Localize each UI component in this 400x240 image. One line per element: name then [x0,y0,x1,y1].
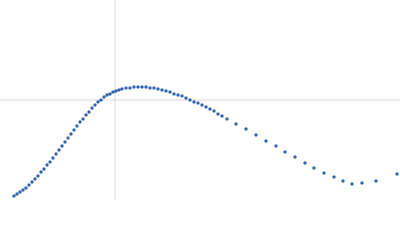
point [140,85,144,89]
point [264,139,268,143]
point [350,182,354,186]
point [360,181,364,185]
point [105,93,109,97]
point [81,117,85,121]
point [78,120,82,124]
point [216,112,220,116]
point [99,98,103,102]
point [36,174,40,178]
point [156,87,160,91]
point [164,89,168,93]
point [212,109,216,113]
point [200,103,204,107]
point [15,192,19,196]
point [144,85,148,89]
point [48,160,52,164]
point [172,92,176,96]
point [176,93,180,97]
point [54,152,58,156]
point [303,161,307,165]
point [374,179,378,183]
point [93,103,97,107]
point [341,179,345,183]
point [244,127,248,131]
point [102,95,106,99]
point [57,148,61,152]
point [30,180,34,184]
point [87,110,91,114]
point [18,190,22,194]
point [12,194,16,198]
point [60,144,64,148]
point [128,86,132,90]
point [27,183,31,187]
point [132,85,136,89]
point [124,86,128,90]
point [192,100,196,104]
point [293,155,297,159]
point [180,94,184,98]
point [254,133,258,137]
point [152,86,156,90]
point [204,105,208,109]
point [395,172,399,176]
point [136,85,140,89]
point [168,90,172,94]
point [184,96,188,100]
point [96,100,100,104]
point [312,166,316,170]
point [188,98,192,102]
point [120,87,124,91]
point [51,156,55,160]
point [39,170,43,174]
point [148,86,152,90]
point [111,90,115,94]
point [160,88,164,92]
point [33,177,37,181]
point [274,144,278,148]
point [84,113,88,117]
point [63,140,67,144]
point [72,128,76,132]
point [69,132,73,136]
point [225,117,229,121]
point [283,150,287,154]
point [196,101,200,105]
point [322,171,326,175]
point [114,89,118,93]
point [108,92,112,96]
point [332,175,336,179]
point [24,186,28,190]
point [45,163,49,167]
point [208,107,212,111]
point [42,167,46,171]
chart [0,0,400,200]
point [21,188,25,192]
point [75,124,79,128]
point [66,136,70,140]
point [117,88,121,92]
point [234,122,238,126]
point [90,106,94,110]
point [220,114,224,118]
